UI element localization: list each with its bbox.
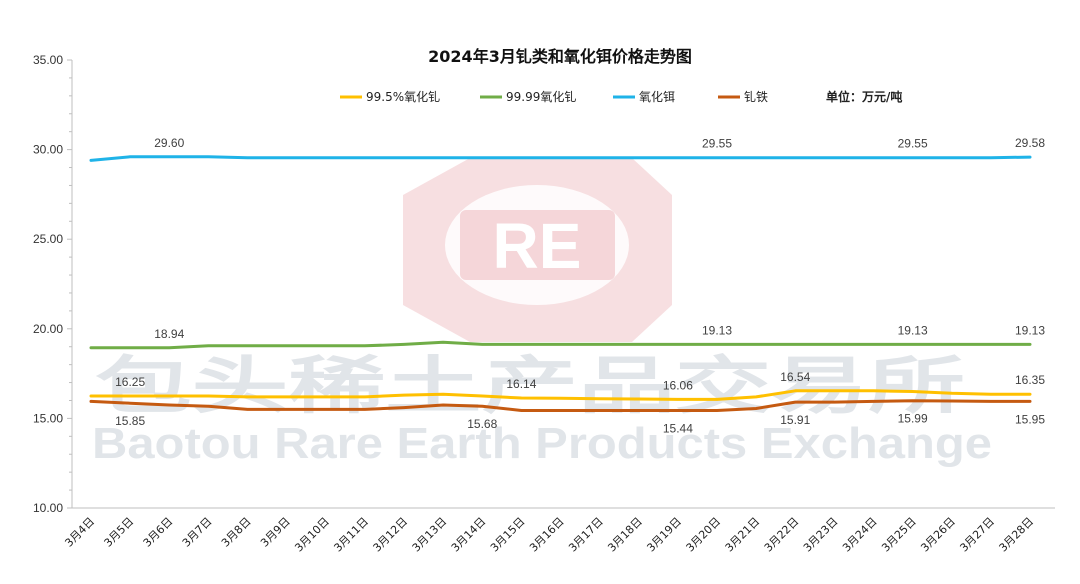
data-label: 15.91 — [780, 413, 810, 427]
x-tick-label: 3月23日 — [801, 515, 841, 555]
y-tick-label: 25.00 — [33, 232, 63, 246]
x-tick-label: 3月10日 — [292, 515, 332, 555]
x-tick-label: 3月28日 — [997, 515, 1037, 555]
x-tick-label: 3月15日 — [488, 515, 528, 555]
x-tick-label: 3月16日 — [527, 515, 567, 555]
x-tick-label: 3月21日 — [723, 515, 763, 555]
x-tick-label: 3月18日 — [605, 515, 645, 555]
series-line-0 — [89, 389, 1032, 401]
legend: 99.5%氧化钆 99.99氧化钆 氧化铒 钆铁 — [340, 89, 768, 104]
x-tick-label: 3月9日 — [258, 515, 293, 550]
data-label: 29.55 — [898, 137, 928, 151]
y-axis: 10.00 15.00 20.00 25.00 30.00 35.00 — [33, 53, 73, 515]
y-tick-label: 10.00 — [33, 501, 63, 515]
data-label: 18.94 — [154, 327, 184, 341]
x-tick-label: 3月24日 — [840, 515, 880, 555]
data-label: 29.60 — [154, 136, 184, 150]
y-tick-label: 30.00 — [33, 143, 63, 157]
series-line-2 — [89, 155, 1032, 162]
data-label: 16.14 — [506, 377, 536, 391]
x-tick-label: 3月7日 — [180, 515, 215, 550]
series-line-3 — [89, 399, 1032, 412]
x-tick-label: 3月19日 — [644, 515, 684, 555]
watermark-logo-text: RE — [493, 210, 582, 282]
series-line-1 — [89, 340, 1032, 350]
data-label: 16.35 — [1015, 373, 1045, 387]
watermark-logo-band — [460, 210, 615, 280]
unit-label: 单位：万元/吨 — [826, 89, 902, 104]
x-tick-label: 3月14日 — [449, 515, 489, 555]
legend-label-2: 氧化铒 — [639, 90, 675, 104]
data-label: 19.13 — [702, 323, 732, 337]
chart-title: 2024年3月钆类和氧化铒价格走势图 — [428, 47, 692, 66]
data-label: 15.99 — [898, 412, 928, 426]
data-label: 16.25 — [115, 375, 145, 389]
data-label: 19.13 — [898, 323, 928, 337]
data-label: 29.55 — [702, 137, 732, 151]
data-label: 15.95 — [1015, 412, 1045, 426]
x-tick-label: 3月26日 — [918, 515, 958, 555]
x-tick-label: 3月22日 — [762, 515, 802, 555]
x-tick-label: 3月11日 — [331, 515, 371, 555]
watermark-name-en: Baotou Rare Earth Products Exchange — [92, 419, 992, 468]
x-tick-label: 3月4日 — [62, 515, 97, 550]
y-tick-label: 35.00 — [33, 53, 63, 67]
legend-label-0: 99.5%氧化钆 — [366, 89, 440, 104]
data-label: 16.54 — [780, 370, 810, 384]
data-labels: 16.25 16.14 16.06 16.54 16.35 18.94 19.13 19.13… — [115, 136, 1045, 436]
x-axis: 3月4日 3月5日 3月6日 3月7日 3月8日 3月9日 3月10日 3月11日 3月12日 3… — [62, 507, 1055, 555]
watermark: RE 包头稀土产品交易所 Baotou Rare Earth Products … — [92, 158, 992, 468]
series-layer — [89, 155, 1032, 412]
x-tick-label: 3月20日 — [684, 515, 724, 555]
y-tick-label: 15.00 — [33, 411, 63, 425]
x-tick-label: 3月13日 — [410, 515, 450, 555]
data-label: 16.06 — [663, 378, 693, 392]
legend-label-1: 99.99氧化钆 — [506, 89, 576, 104]
data-label: 29.58 — [1015, 136, 1045, 150]
x-tick-label: 3月6日 — [141, 515, 176, 550]
x-tick-label: 3月17日 — [566, 515, 606, 555]
x-tick-label: 3月8日 — [219, 515, 254, 550]
x-tick-label: 3月27日 — [957, 515, 997, 555]
y-tick-label: 20.00 — [33, 322, 63, 336]
x-tick-label: 3月12日 — [371, 515, 411, 555]
legend-label-3: 钆铁 — [744, 89, 768, 104]
x-tick-label: 3月5日 — [102, 515, 137, 550]
data-label: 15.44 — [663, 422, 693, 436]
data-label: 15.85 — [115, 414, 145, 428]
x-tick-label: 3月25日 — [879, 515, 919, 555]
data-label: 19.13 — [1015, 323, 1045, 337]
data-label: 15.68 — [467, 417, 497, 431]
